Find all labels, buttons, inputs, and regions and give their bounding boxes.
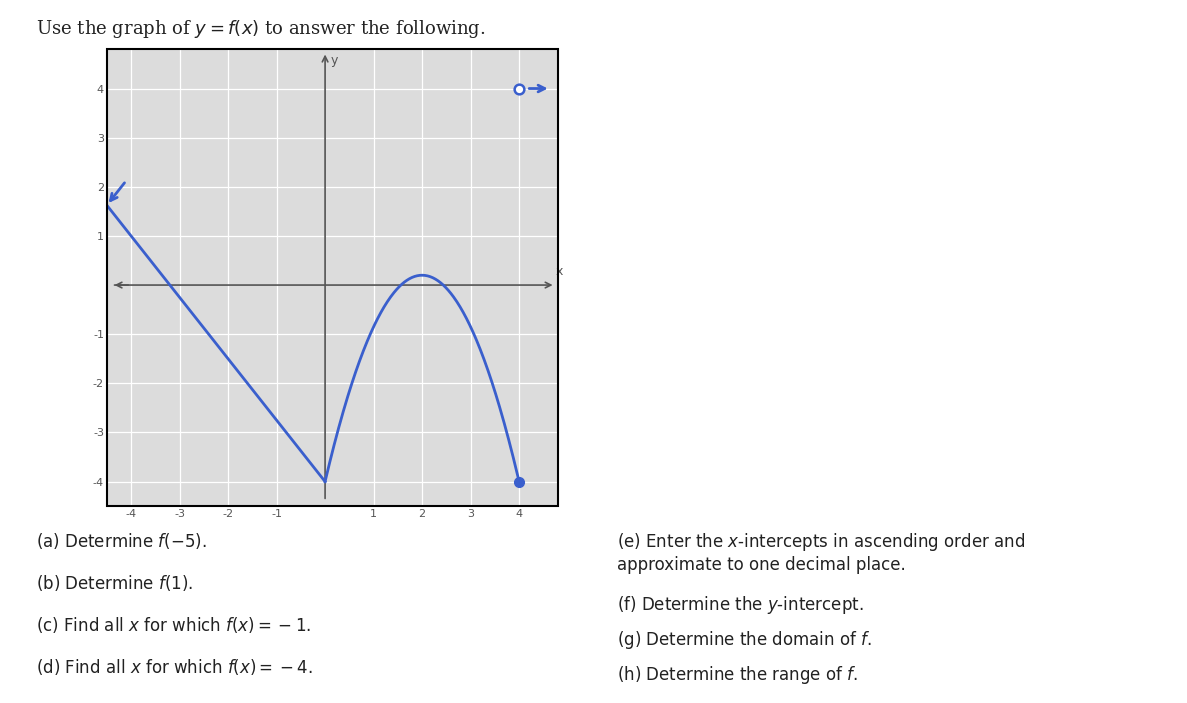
Text: x: x: [556, 265, 563, 278]
Text: (c) Find all $x$ for which $f(x) = -1$.: (c) Find all $x$ for which $f(x) = -1$.: [36, 615, 311, 635]
Text: (e) Enter the $x$-intercepts in ascending order and
approximate to one decimal p: (e) Enter the $x$-intercepts in ascendin…: [617, 531, 1026, 574]
Text: (b) Determine $f(1)$.: (b) Determine $f(1)$.: [36, 573, 192, 593]
Text: (h) Determine the range of $f$.: (h) Determine the range of $f$.: [617, 664, 858, 686]
Text: (d) Find all $x$ for which $f(x) = -4$.: (d) Find all $x$ for which $f(x) = -4$.: [36, 657, 312, 677]
Text: (a) Determine $f(-5)$.: (a) Determine $f(-5)$.: [36, 531, 207, 550]
Text: y: y: [330, 54, 337, 67]
Text: (g) Determine the domain of $f$.: (g) Determine the domain of $f$.: [617, 629, 872, 651]
Text: (f) Determine the $y$-intercept.: (f) Determine the $y$-intercept.: [617, 594, 864, 616]
Text: Use the graph of $y = f(x)$ to answer the following.: Use the graph of $y = f(x)$ to answer th…: [36, 18, 485, 39]
